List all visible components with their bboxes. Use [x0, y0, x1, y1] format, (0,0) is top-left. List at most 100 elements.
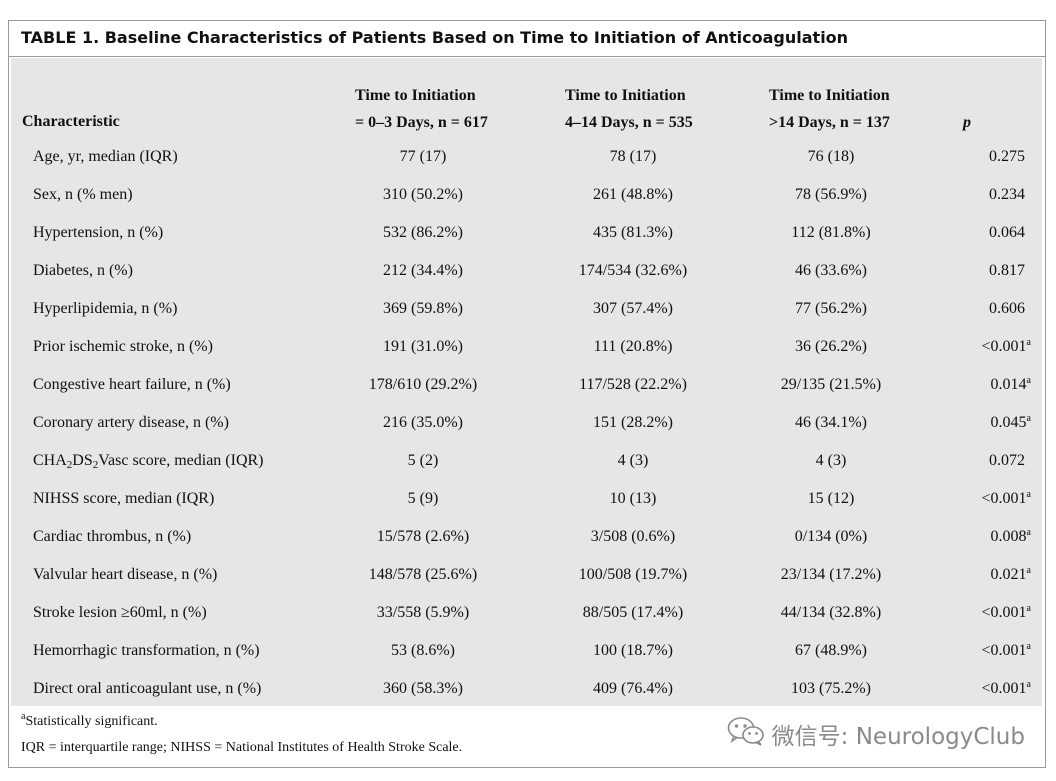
- p-value: 0.064: [989, 224, 1025, 241]
- row-label: Cardiac thrombus, n (%): [33, 528, 192, 545]
- p-value-cell: 0.606: [931, 290, 1031, 328]
- table-row: NIHSS score, median (IQR) 5 (9) 10 (13) 15 …: [11, 480, 1042, 518]
- value-4-14-days: 151 (28.2%): [593, 414, 673, 431]
- p-value: <0.001: [981, 642, 1027, 659]
- p-value: 0.014: [990, 376, 1027, 393]
- p-value-cell: 0.008a: [931, 518, 1031, 556]
- significance-marker: a: [1026, 337, 1031, 348]
- table-row: Hyperlipidemia, n (%) 369 (59.8%) 307 (57.…: [11, 290, 1042, 328]
- table-row: Hemorrhagic transformation, n (%) 53 (8.6…: [11, 632, 1042, 670]
- row-label: NIHSS score, median (IQR): [33, 490, 215, 507]
- p-value: 0.275: [989, 148, 1025, 165]
- p-value: 0.008: [990, 528, 1027, 545]
- row-label: Coronary artery disease, n (%): [33, 414, 229, 431]
- p-value: 0.045: [990, 414, 1027, 431]
- table-row: Sex, n (% men) 310 (50.2%) 261 (48.8%) 78 (…: [11, 176, 1042, 214]
- value-over-14-days: 44/134 (32.8%): [780, 604, 882, 621]
- table-row: Congestive heart failure, n (%) 178/610 (…: [11, 366, 1042, 404]
- significance-marker: a: [1026, 527, 1031, 538]
- row-label: Hyperlipidemia, n (%): [33, 300, 178, 317]
- header-col1-line1: Time to Initiation: [355, 87, 476, 104]
- value-4-14-days: 88/505 (17.4%): [582, 604, 684, 621]
- p-value: 0.817: [989, 262, 1025, 279]
- value-over-14-days: 103 (75.2%): [791, 680, 871, 697]
- p-value-cell: 0.072: [931, 442, 1031, 480]
- p-value-cell: 0.275: [931, 138, 1031, 176]
- row-label: CHA2DS2Vasc score, median (IQR): [33, 442, 264, 480]
- header-col1-line2: = 0–3 Days, n = 617: [355, 114, 488, 131]
- value-4-14-days: 409 (76.4%): [593, 680, 673, 697]
- significance-marker: a: [1026, 565, 1031, 576]
- value-4-14-days: 3/508 (0.6%): [590, 528, 676, 545]
- header-col2-line2: 4–14 Days, n = 535: [565, 114, 693, 131]
- value-4-14-days: 4 (3): [617, 452, 649, 469]
- value-4-14-days: 261 (48.8%): [593, 186, 673, 203]
- footnotes: aStatistically significant. IQR = interq…: [21, 709, 462, 761]
- row-label: Sex, n (% men): [33, 186, 133, 203]
- p-value: 0.606: [989, 300, 1025, 317]
- table-row: CHA2DS2Vasc score, median (IQR) 5 (2) 4 (3…: [11, 442, 1042, 480]
- table-row: Hypertension, n (%) 532 (86.2%) 435 (81.3%…: [11, 214, 1042, 252]
- value-over-14-days: 67 (48.9%): [795, 642, 867, 659]
- value-over-14-days: 76 (18): [807, 148, 855, 165]
- value-4-14-days: 435 (81.3%): [593, 224, 673, 241]
- table-title: TABLE 1. Baseline Characteristics of Pat…: [9, 21, 1045, 57]
- value-4-14-days: 10 (13): [609, 490, 657, 507]
- value-4-14-days: 174/534 (32.6%): [578, 262, 688, 279]
- value-over-14-days: 0/134 (0%): [794, 528, 868, 545]
- value-0-3-days: 148/578 (25.6%): [368, 566, 478, 583]
- significance-marker: a: [1026, 489, 1031, 500]
- header-col1: Time to Initiation = 0–3 Days, n = 617: [355, 82, 488, 136]
- value-4-14-days: 100/508 (19.7%): [578, 566, 688, 583]
- p-value: 0.072: [989, 452, 1025, 469]
- table-frame: TABLE 1. Baseline Characteristics of Pat…: [8, 20, 1046, 768]
- value-0-3-days: 77 (17): [399, 148, 447, 165]
- value-over-14-days: 4 (3): [815, 452, 847, 469]
- value-4-14-days: 117/528 (22.2%): [579, 376, 687, 393]
- table-row: Coronary artery disease, n (%) 216 (35.0%…: [11, 404, 1042, 442]
- p-value-cell: 0.014a: [931, 366, 1031, 404]
- value-0-3-days: 310 (50.2%): [383, 186, 463, 203]
- header-col2-line1: Time to Initiation: [565, 87, 686, 104]
- value-over-14-days: 78 (56.9%): [795, 186, 867, 203]
- value-0-3-days: 532 (86.2%): [383, 224, 463, 241]
- label-part: DS: [72, 452, 93, 469]
- table-row: Cardiac thrombus, n (%) 15/578 (2.6%) 3/50…: [11, 518, 1042, 556]
- value-0-3-days: 53 (8.6%): [391, 642, 455, 659]
- footnote-marker: a: [21, 711, 26, 722]
- p-value-cell: 0.817: [931, 252, 1031, 290]
- value-4-14-days: 111 (20.8%): [593, 338, 673, 355]
- p-value-cell: <0.001a: [931, 594, 1031, 632]
- row-label: Hypertension, n (%): [33, 224, 164, 241]
- row-label: Direct oral anticoagulant use, n (%): [33, 680, 262, 697]
- row-label: Diabetes, n (%): [33, 262, 133, 279]
- p-value-cell: 0.064: [931, 214, 1031, 252]
- p-value-cell: <0.001a: [931, 632, 1031, 670]
- label-subscript: 2: [92, 459, 99, 471]
- value-0-3-days: 178/610 (29.2%): [368, 376, 478, 393]
- footnote-significance-text: Statistically significant.: [25, 714, 158, 729]
- significance-marker: a: [1026, 603, 1031, 614]
- p-value: <0.001: [981, 680, 1027, 697]
- value-4-14-days: 78 (17): [609, 148, 657, 165]
- value-0-3-days: 216 (35.0%): [383, 414, 463, 431]
- row-label: Hemorrhagic transformation, n (%): [33, 642, 260, 659]
- p-value: <0.001: [981, 338, 1027, 355]
- footnote-abbreviations: IQR = interquartile range; NIHSS = Natio…: [21, 740, 463, 755]
- value-0-3-days: 33/558 (5.9%): [376, 604, 470, 621]
- header-col3: Time to Initiation >14 Days, n = 137: [769, 82, 890, 136]
- header-p-value: p: [963, 114, 971, 131]
- value-4-14-days: 100 (18.7%): [593, 642, 673, 659]
- value-over-14-days: 77 (56.2%): [795, 300, 867, 317]
- table-row: Direct oral anticoagulant use, n (%) 360 …: [11, 670, 1042, 708]
- value-0-3-days: 15/578 (2.6%): [376, 528, 470, 545]
- value-0-3-days: 360 (58.3%): [383, 680, 463, 697]
- value-4-14-days: 307 (57.4%): [593, 300, 673, 317]
- watermark-text: 微信号: NeurologyClub: [771, 724, 1025, 750]
- table-row: Valvular heart disease, n (%) 148/578 (25…: [11, 556, 1042, 594]
- table-row: Diabetes, n (%) 212 (34.4%) 174/534 (32.6%…: [11, 252, 1042, 290]
- p-value: <0.001: [981, 604, 1027, 621]
- value-over-14-days: 15 (12): [807, 490, 855, 507]
- p-value: <0.001: [981, 490, 1027, 507]
- value-over-14-days: 46 (33.6%): [795, 262, 867, 279]
